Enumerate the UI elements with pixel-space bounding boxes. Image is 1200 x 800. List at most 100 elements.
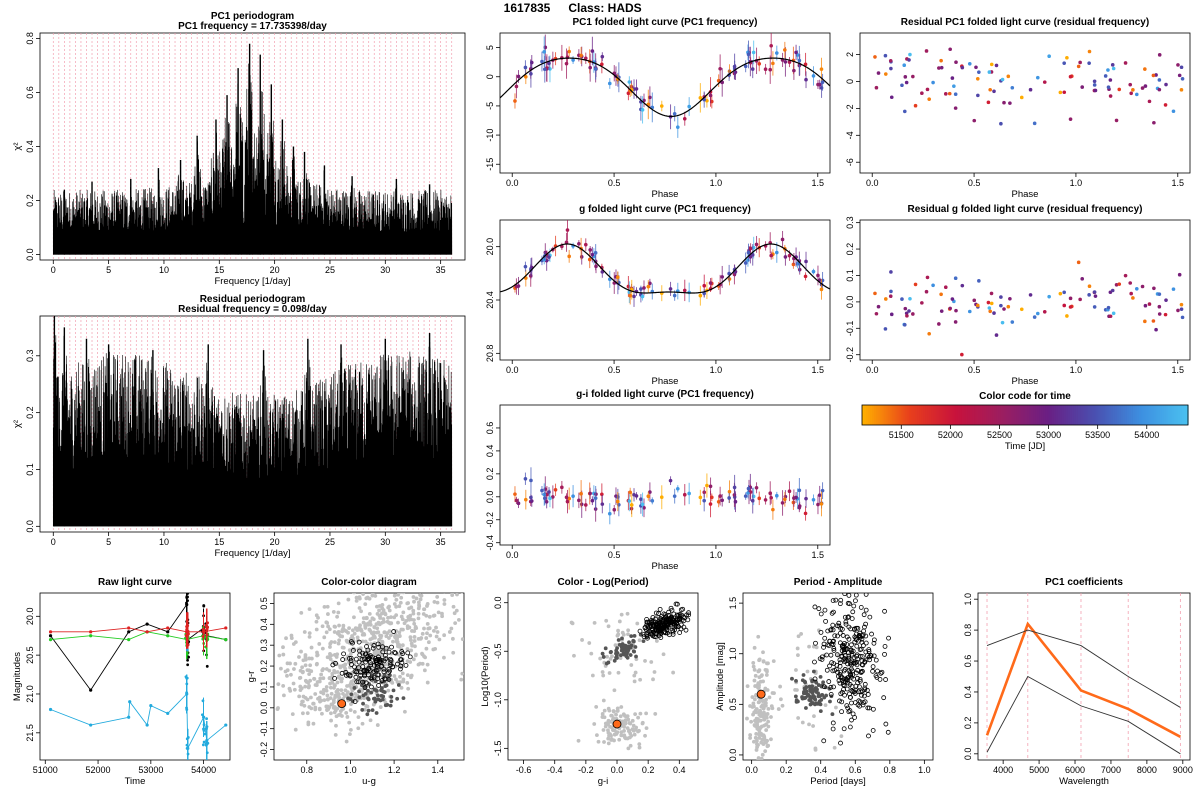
data-point bbox=[547, 255, 551, 259]
same-class-point bbox=[840, 633, 846, 638]
catalog-point bbox=[477, 603, 481, 607]
same-class-point bbox=[637, 628, 643, 634]
catalog-point bbox=[411, 657, 416, 662]
catalog-point bbox=[425, 631, 429, 636]
data-point bbox=[1176, 63, 1180, 67]
same-class-point bbox=[686, 612, 692, 618]
data-point bbox=[600, 54, 605, 59]
same-class-point bbox=[859, 654, 865, 659]
same-class-point bbox=[863, 633, 869, 639]
same-class-point bbox=[366, 665, 372, 671]
data-point bbox=[1123, 273, 1128, 278]
catalog-point bbox=[329, 691, 334, 696]
light-curve-point bbox=[224, 626, 228, 630]
catalog-point bbox=[408, 638, 413, 643]
x-axis-label: Phase bbox=[1012, 189, 1039, 200]
catalog-point bbox=[832, 745, 837, 750]
plot-frame bbox=[499, 404, 831, 546]
catalog-point bbox=[380, 611, 384, 616]
data-point bbox=[540, 59, 544, 64]
catalog-point bbox=[347, 626, 351, 631]
same-class-point bbox=[844, 642, 850, 647]
data-point bbox=[668, 287, 673, 291]
light-curve-point bbox=[202, 740, 206, 744]
color-key-cell bbox=[1033, 405, 1036, 425]
catalog-point bbox=[813, 747, 818, 752]
y-axis-label: Log10(Period) bbox=[480, 646, 491, 706]
data-point bbox=[588, 65, 592, 70]
same-class-point bbox=[853, 625, 859, 631]
color-key-cell bbox=[1020, 405, 1024, 425]
neighbor-point bbox=[619, 648, 624, 653]
catalog-point bbox=[336, 601, 341, 606]
same-class-point bbox=[821, 738, 827, 744]
same-class-point bbox=[685, 617, 691, 623]
same-class-point bbox=[826, 679, 832, 684]
catalog-point bbox=[745, 684, 750, 689]
x-tick-label: 1.0 bbox=[710, 550, 723, 560]
catalog-point bbox=[347, 720, 352, 725]
catalog-point bbox=[299, 610, 304, 615]
data-point bbox=[1010, 320, 1015, 324]
same-class-point bbox=[393, 650, 398, 656]
data-point bbox=[600, 502, 605, 506]
catalog-point bbox=[513, 615, 517, 619]
catalog-point bbox=[763, 701, 768, 705]
catalog-point bbox=[303, 684, 308, 689]
color-key-cell bbox=[1096, 405, 1099, 425]
x-tick-label: 30 bbox=[380, 265, 390, 275]
data-point bbox=[1010, 85, 1015, 90]
y-tick-label: 0.0 bbox=[259, 702, 269, 715]
catalog-point bbox=[435, 595, 440, 599]
color-key-cell bbox=[1102, 405, 1106, 425]
catalog-point bbox=[359, 609, 363, 614]
catalog-point bbox=[283, 669, 288, 674]
same-class-point bbox=[863, 593, 869, 597]
color-key-cell bbox=[1002, 405, 1006, 425]
x-tick-label: 0.0 bbox=[611, 765, 624, 775]
color-key-cell bbox=[1071, 405, 1075, 425]
panel-title: Residual periodogram bbox=[200, 294, 306, 305]
data-point bbox=[1092, 79, 1097, 84]
catalog-point bbox=[368, 622, 373, 627]
x-tick-label: 35 bbox=[436, 265, 446, 275]
data-point bbox=[950, 76, 955, 80]
catalog-point bbox=[644, 726, 649, 731]
light-curve-point bbox=[166, 630, 170, 634]
catalog-point bbox=[285, 661, 290, 666]
catalog-point bbox=[763, 749, 768, 754]
same-class-point bbox=[645, 619, 650, 625]
color-key-cell bbox=[1057, 405, 1061, 425]
data-point bbox=[675, 486, 680, 491]
same-class-point bbox=[670, 629, 676, 635]
catalog-point bbox=[409, 563, 413, 567]
catalog-point bbox=[324, 704, 329, 709]
panel-title: Raw light curve bbox=[98, 577, 172, 588]
catalog-point bbox=[347, 648, 352, 653]
catalog-point bbox=[807, 722, 811, 727]
data-point bbox=[577, 498, 581, 503]
catalog-point bbox=[375, 723, 380, 727]
catalog-point bbox=[617, 619, 622, 624]
light-curve-point bbox=[127, 626, 131, 630]
y-tick-label: 1.0 bbox=[963, 593, 973, 606]
catalog-point bbox=[289, 636, 294, 640]
data-point bbox=[1108, 94, 1113, 98]
color-key-cell bbox=[945, 405, 949, 425]
neighbor-point bbox=[395, 696, 400, 701]
same-class-point bbox=[842, 614, 848, 620]
data-point bbox=[588, 491, 592, 496]
catalog-point bbox=[335, 693, 339, 698]
light-curve-series bbox=[50, 631, 226, 641]
same-class-point bbox=[400, 651, 406, 656]
same-class-point bbox=[855, 675, 860, 681]
catalog-point bbox=[442, 598, 447, 602]
catalog-point bbox=[402, 709, 407, 714]
data-point bbox=[943, 285, 948, 290]
data-point bbox=[590, 252, 595, 257]
data-point bbox=[627, 80, 632, 84]
color-key-cell bbox=[1055, 405, 1059, 425]
catalog-point bbox=[816, 628, 821, 633]
same-class-point bbox=[830, 639, 836, 645]
same-class-point bbox=[848, 660, 854, 666]
